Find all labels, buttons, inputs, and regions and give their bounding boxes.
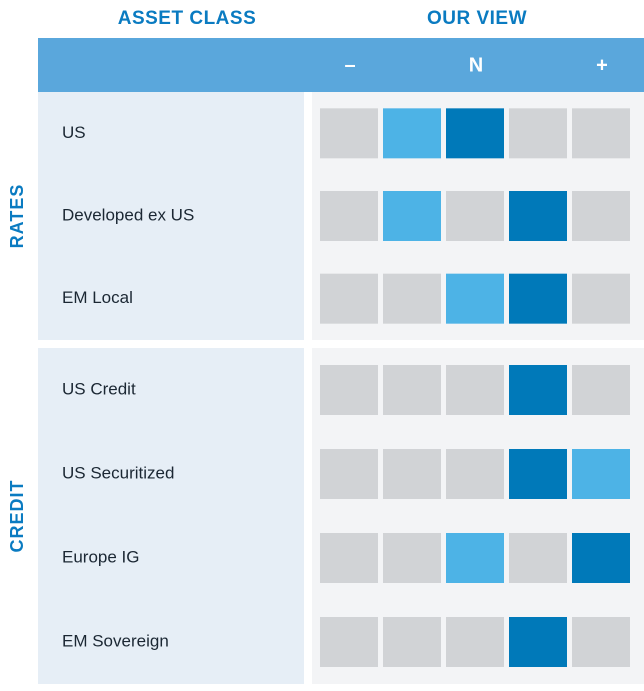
scale-minus: – xyxy=(344,54,355,76)
cell xyxy=(320,365,378,415)
asset-label: EM Sovereign xyxy=(62,631,169,650)
asset-label: Europe IG xyxy=(62,547,140,566)
view-cell xyxy=(509,191,567,241)
cell xyxy=(572,108,630,159)
cell xyxy=(572,191,630,241)
prior-cell xyxy=(383,191,441,241)
cell xyxy=(572,617,630,667)
view-cell xyxy=(509,273,567,324)
asset-column xyxy=(38,92,304,340)
asset-label: US xyxy=(62,123,86,142)
cell xyxy=(446,449,504,499)
asset-label: EM Local xyxy=(62,288,133,307)
cell xyxy=(320,533,378,583)
group-label: CREDIT xyxy=(7,480,27,553)
cell xyxy=(572,365,630,415)
scale-neutral: N xyxy=(469,54,483,76)
view-cell xyxy=(509,365,567,415)
scale-plus: + xyxy=(596,54,608,76)
cell xyxy=(383,449,441,499)
cell xyxy=(320,449,378,499)
prior-cell xyxy=(572,449,630,499)
asset-label: US Credit xyxy=(62,379,136,398)
asset-column xyxy=(38,348,304,684)
view-cell xyxy=(509,449,567,499)
cell xyxy=(383,273,441,324)
cell xyxy=(383,617,441,667)
asset-label: US Securitized xyxy=(62,463,174,482)
prior-cell xyxy=(446,273,504,324)
prior-cell xyxy=(383,108,441,159)
cell xyxy=(446,365,504,415)
cell xyxy=(320,617,378,667)
cell xyxy=(509,533,567,583)
cell xyxy=(383,365,441,415)
header-bar xyxy=(38,38,644,92)
cell xyxy=(446,617,504,667)
cell xyxy=(383,533,441,583)
prior-cell xyxy=(446,533,504,583)
view-cell xyxy=(572,533,630,583)
asset-class-header: ASSET CLASS xyxy=(118,8,257,29)
view-cell xyxy=(446,108,504,159)
view-cell xyxy=(509,617,567,667)
cell xyxy=(320,273,378,324)
cell xyxy=(446,191,504,241)
our-view-header: OUR VIEW xyxy=(427,8,527,29)
asset-label: Developed ex US xyxy=(62,205,194,224)
cell xyxy=(320,191,378,241)
cell xyxy=(509,108,567,159)
cell xyxy=(572,273,630,324)
group-label: RATES xyxy=(7,184,27,249)
cell xyxy=(320,108,378,159)
